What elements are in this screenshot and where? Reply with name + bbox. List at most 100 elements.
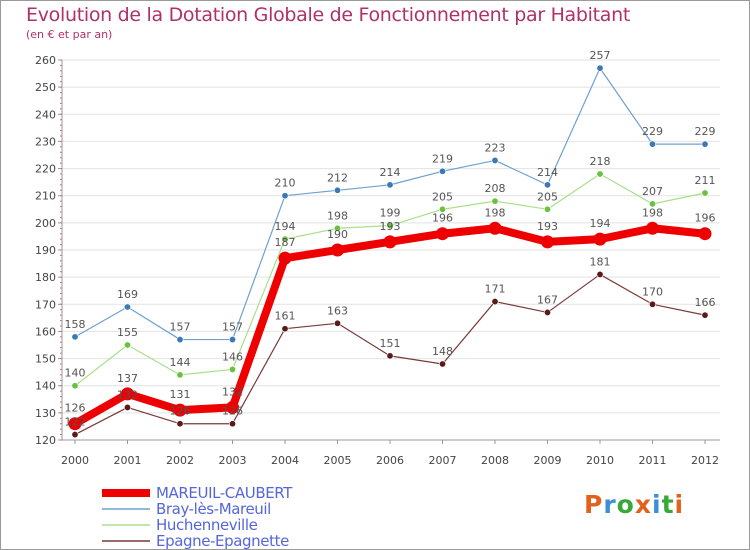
- y-minor-tick: [60, 434, 62, 436]
- y-minor-tick: [60, 358, 62, 360]
- data-point: [491, 156, 499, 164]
- data-label: 171: [485, 283, 506, 296]
- data-label: 205: [432, 190, 453, 203]
- data-label: 166: [695, 296, 716, 309]
- y-minor-tick: [60, 379, 62, 381]
- y-minor-tick: [60, 211, 62, 213]
- y-minor-tick: [60, 146, 62, 148]
- y-minor-tick: [60, 271, 62, 273]
- y-minor-tick: [60, 86, 62, 88]
- data-point: [386, 181, 394, 189]
- y-minor-tick: [60, 200, 62, 202]
- data-label: 257: [590, 49, 611, 62]
- series-mareuil-caubert: [68, 221, 712, 431]
- y-tick-label: 240: [35, 108, 56, 121]
- y-minor-tick: [60, 244, 62, 246]
- y-minor-tick: [60, 102, 62, 104]
- data-label: 126: [65, 402, 86, 415]
- y-minor-tick: [60, 195, 62, 197]
- data-point: [543, 308, 551, 316]
- x-tick-label: 2006: [376, 454, 404, 467]
- y-minor-tick: [60, 396, 62, 398]
- y-minor-tick: [60, 298, 62, 300]
- y-minor-tick: [60, 162, 62, 164]
- data-label: 163: [327, 304, 348, 317]
- data-point: [491, 298, 499, 306]
- data-point: [386, 352, 394, 360]
- x-tick-label: 2003: [219, 454, 247, 467]
- data-point: [701, 311, 709, 319]
- y-tick-label: 150: [35, 353, 56, 366]
- data-point: [229, 365, 237, 373]
- data-label: 190: [327, 228, 348, 241]
- x-tick-label: 2008: [481, 454, 509, 467]
- data-point: [646, 221, 659, 235]
- y-minor-tick: [60, 92, 62, 94]
- y-tick-label: 170: [35, 298, 56, 311]
- data-point: [281, 235, 289, 243]
- data-point: [229, 336, 237, 344]
- x-tick-label: 2007: [429, 454, 457, 467]
- data-label: 155: [117, 326, 138, 339]
- data-label: 210: [275, 177, 296, 190]
- data-label: 126: [222, 405, 243, 418]
- data-point: [648, 200, 656, 208]
- data-point: [596, 170, 604, 178]
- y-minor-tick: [60, 70, 62, 72]
- y-minor-tick: [60, 309, 62, 311]
- data-point: [701, 189, 709, 197]
- logo-letter: x: [634, 490, 652, 519]
- y-minor-tick: [60, 130, 62, 132]
- data-label: 196: [432, 212, 453, 225]
- y-tick-label: 220: [35, 163, 56, 176]
- x-tick-label: 2005: [324, 454, 352, 467]
- y-minor-tick: [60, 265, 62, 267]
- y-tick-label: 230: [35, 135, 56, 148]
- x-tick-label: 2002: [166, 454, 194, 467]
- y-tick-label: 190: [35, 244, 56, 257]
- logo-letter: i: [674, 490, 685, 519]
- data-point: [491, 197, 499, 205]
- data-label: 198: [485, 206, 506, 219]
- legend-label: Bray-lès-Mareuil: [156, 499, 271, 518]
- data-point: [648, 300, 656, 308]
- data-point: [71, 382, 79, 390]
- y-minor-tick: [60, 423, 62, 425]
- y-minor-tick: [60, 222, 62, 224]
- y-minor-tick: [60, 233, 62, 235]
- chart-subtitle: (en € et par an): [26, 28, 113, 41]
- data-label: 158: [65, 318, 86, 331]
- logo-letter: o: [616, 490, 635, 519]
- x-tick-label: 2000: [61, 454, 89, 467]
- y-minor-tick: [60, 178, 62, 180]
- y-tick-label: 130: [35, 407, 56, 420]
- data-point: [229, 420, 237, 428]
- series-epagne-epagnette: [71, 270, 709, 439]
- data-point: [281, 192, 289, 200]
- data-label: 193: [537, 220, 558, 233]
- y-minor-tick: [60, 341, 62, 343]
- data-point: [331, 243, 344, 257]
- chart-title: Evolution de la Dotation Globale de Fonc…: [26, 4, 631, 26]
- y-minor-tick: [60, 428, 62, 430]
- data-label: 151: [380, 337, 401, 350]
- data-label: 122: [65, 416, 86, 429]
- series-lines: [68, 64, 712, 439]
- logo-letter: P: [584, 490, 604, 519]
- data-point: [124, 341, 132, 349]
- y-minor-tick: [60, 227, 62, 229]
- data-label: 187: [275, 236, 296, 249]
- y-minor-tick: [60, 249, 62, 251]
- data-label: 157: [222, 321, 243, 334]
- legend-swatch: [102, 524, 150, 526]
- y-minor-tick: [60, 97, 62, 99]
- data-point: [596, 270, 604, 278]
- data-point: [173, 403, 187, 417]
- y-minor-tick: [60, 314, 62, 316]
- y-minor-tick: [60, 108, 62, 110]
- legend-label: Huchenneville: [156, 515, 258, 534]
- data-point: [543, 181, 551, 189]
- y-minor-tick: [60, 64, 62, 66]
- y-minor-tick: [60, 81, 62, 83]
